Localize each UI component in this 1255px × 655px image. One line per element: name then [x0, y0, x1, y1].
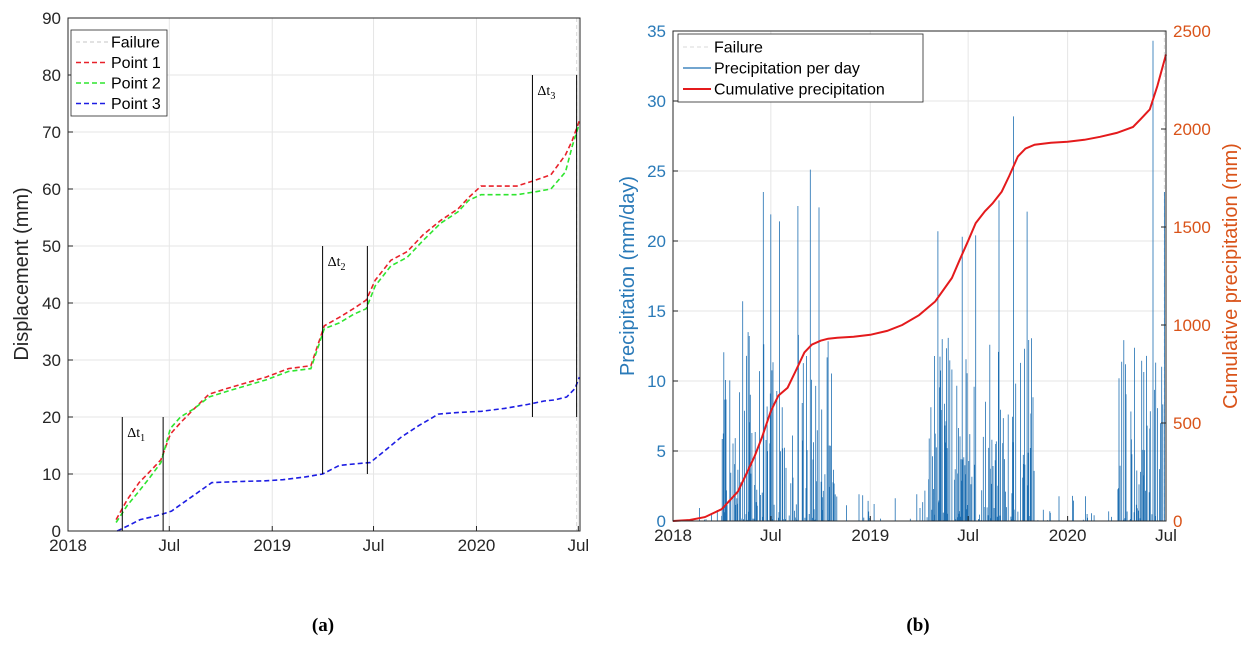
panel-b-caption: (b) [906, 615, 929, 636]
panel-b-left-y-tick-label: 15 [647, 302, 666, 321]
panel-b-right-y-tick-label: 2500 [1173, 22, 1211, 41]
panel-b-left-y-tick-label: 0 [657, 512, 666, 531]
panel-a-y-axis-label: Displacement (mm) [11, 187, 33, 360]
panel-b-x-tick-label: 2019 [851, 526, 889, 545]
panel-b-left-y-axis-label: Precipitation (mm/day) [617, 176, 639, 376]
panel-a-y-tick-label: 10 [42, 465, 61, 484]
panel-b-right-y-ticks: 0 500 1000 1500 2000 2500 [1161, 22, 1211, 531]
panel-b-x-tick-label: Jul [1155, 526, 1177, 545]
panel-a-y-tick-label: 40 [42, 294, 61, 313]
panel-b-legend-label: Failure [714, 40, 763, 57]
panel-b-x-ticks: 2018 Jul 2019 Jul 2020 Jul [654, 516, 1177, 545]
panel-a-y-tick-label: 20 [42, 408, 61, 427]
panel-a-y-tick-label: 0 [52, 522, 61, 541]
panel-a-legend-label: Point 2 [111, 76, 161, 93]
panel-b-left-y-tick-label: 5 [657, 442, 666, 461]
panel-a-x-ticks: 2018 Jul 2019 Jul 2020 Jul [49, 526, 589, 555]
panel-a-x-tick-label: 2020 [458, 536, 496, 555]
panel-b-grid [672, 30, 1167, 522]
panel-a-series [115, 120, 581, 532]
panel-a-x-tick-label: Jul [363, 536, 385, 555]
panel-a-y-tick-label: 80 [42, 66, 61, 85]
panel-a-x-tick-label: 2018 [49, 536, 87, 555]
panel-b-daily-precipitation-line [699, 40, 1167, 521]
panel-b-right-y-tick-label: 0 [1173, 512, 1182, 531]
panel-a-y-tick-label: 60 [42, 180, 61, 199]
panel-b-left-y-tick-label: 25 [647, 162, 666, 181]
panel-b-legend-label: Cumulative precipitation [714, 82, 885, 99]
panel-b-legend: Failure Precipitation per day Cumulative p… [677, 33, 924, 103]
panel-a-series-point-1 [115, 120, 581, 520]
panel-a-caption: (a) [312, 615, 334, 636]
panel-b-precipitation-chart: 0 5 10 15 20 25 30 35 0 500 1000 1500 2000 2500 2018… [617, 22, 1242, 545]
panel-b-left-y-tick-label: 35 [647, 22, 666, 41]
panel-a-legend-box [70, 29, 168, 117]
panel-b-right-y-tick-label: 2000 [1173, 120, 1211, 139]
panel-b-left-y-ticks: 0 5 10 15 20 25 30 35 [647, 22, 678, 531]
panel-b-legend-label: Precipitation per day [714, 61, 860, 78]
panel-a-x-tick-label: Jul [158, 536, 180, 555]
panel-a-axes-frame [67, 17, 581, 532]
panel-b-right-y-tick-label: 1500 [1173, 218, 1211, 237]
panel-b-legend-box [677, 33, 924, 103]
panel-a-legend: Failure Point 1 Point 2 Point 3 [70, 29, 168, 117]
panel-b-right-y-tick-label: 1000 [1173, 316, 1211, 335]
panel-b-right-y-axis-label: Cumulative precipitation (mm) [1220, 143, 1242, 409]
panel-b-left-y-tick-label: 20 [647, 232, 666, 251]
panel-b-left-y-tick-label: 30 [647, 92, 666, 111]
panel-b-x-tick-label: Jul [760, 526, 782, 545]
panel-a-x-tick-label: Jul [567, 536, 589, 555]
panel-a-delta-t-label-3: Δt3 [537, 84, 555, 102]
panel-a-y-tick-label: 30 [42, 351, 61, 370]
panel-b-cumulative-precipitation-line [672, 54, 1167, 522]
panel-b-left-y-tick-label: 10 [647, 372, 666, 391]
panel-a-y-ticks: 0 10 20 30 40 50 60 70 80 90 [42, 9, 73, 541]
panel-a-y-tick-label: 50 [42, 237, 61, 256]
panel-a-delta-t-label-1: Δt1 [127, 426, 145, 444]
panel-b-x-tick-label: 2018 [654, 526, 692, 545]
panel-a-series-point-3 [116, 376, 581, 532]
panel-a-series-point-2 [115, 123, 581, 523]
panel-a-delta-t-label-2: Δt2 [328, 255, 346, 273]
panel-a-legend-label: Point 3 [111, 96, 161, 113]
panel-b-axes-frame [672, 30, 1167, 522]
panel-a-legend-label: Point 1 [111, 55, 161, 72]
panel-b-right-y-tick-label: 500 [1173, 414, 1201, 433]
panel-b-x-tick-label: Jul [957, 526, 979, 545]
panel-a-legend-label: Failure [111, 35, 160, 52]
panel-b-x-tick-label: 2020 [1049, 526, 1087, 545]
panel-b-daily-precipitation-series [699, 40, 1167, 521]
panel-a-delta-t-annotations: Δt1 Δt2 Δt3 [121, 75, 578, 531]
panel-a-y-tick-label: 90 [42, 9, 61, 28]
panel-a-x-tick-label: 2019 [253, 536, 291, 555]
panel-a-y-tick-label: 70 [42, 123, 61, 142]
